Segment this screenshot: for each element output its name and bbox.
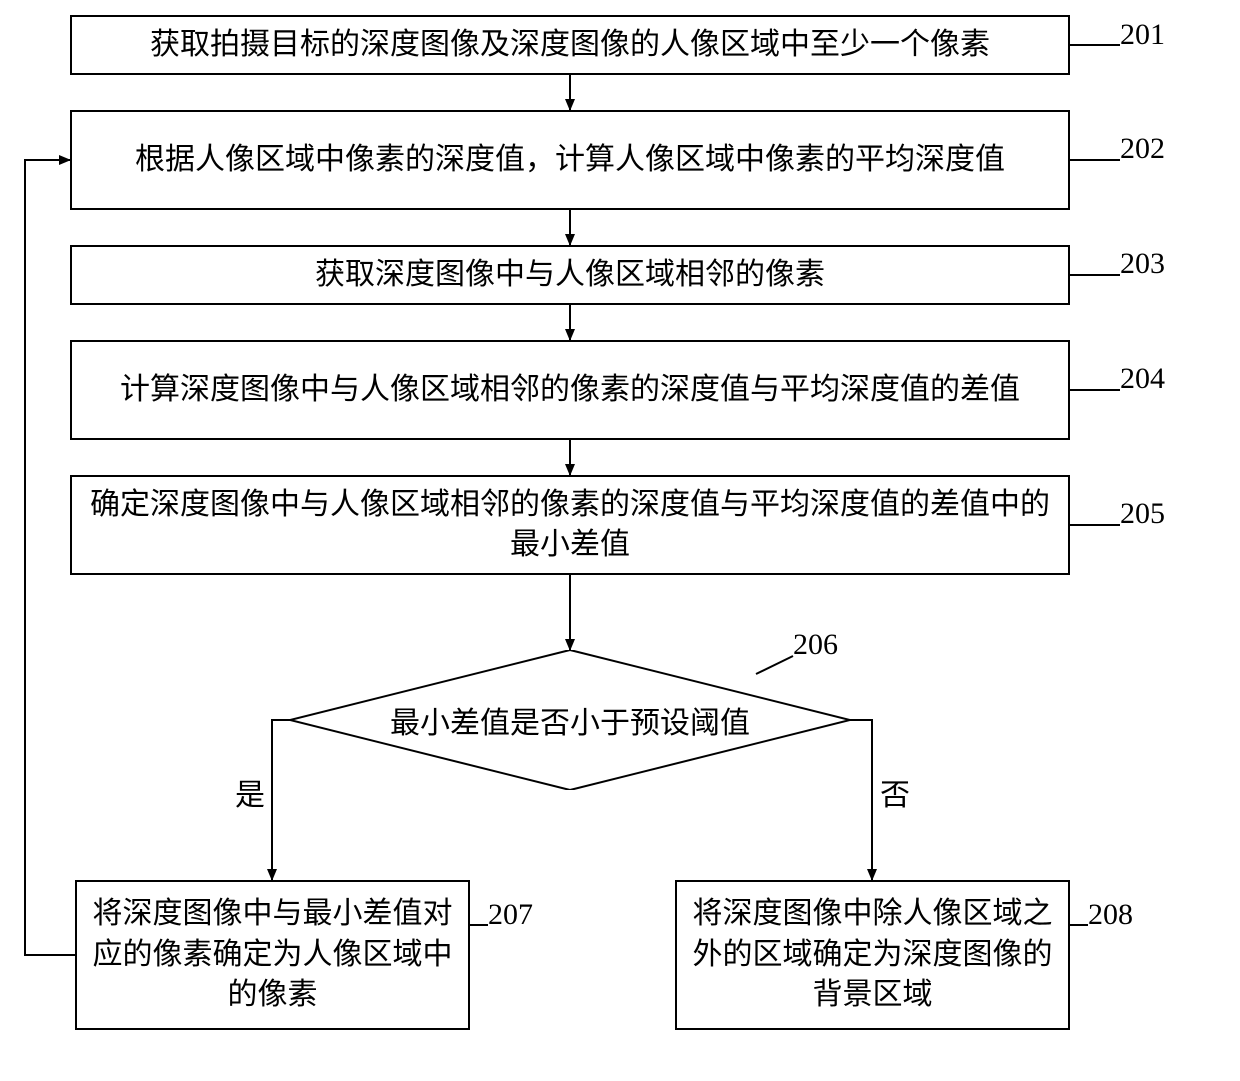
step-203-box: 获取深度图像中与人像区域相邻的像素 [70, 245, 1070, 305]
branch-yes-label: 是 [235, 770, 265, 814]
ref-202-label: 202 [1120, 132, 1165, 166]
decision-206-text: 最小差值是否小于预设阈值 [290, 650, 850, 790]
ref-207-label: 207 [488, 898, 533, 932]
ref-204-label: 204 [1120, 362, 1165, 396]
step-204-box: 计算深度图像中与人像区域相邻的像素的深度值与平均深度值的差值 [70, 340, 1070, 440]
ref-203-label: 203 [1120, 247, 1165, 281]
ref-208-label: 208 [1088, 898, 1133, 932]
step-207-box: 将深度图像中与最小差值对应的像素确定为人像区域中的像素 [75, 880, 470, 1030]
ref-201-label: 201 [1120, 18, 1165, 52]
ref-206-label: 206 [793, 628, 838, 662]
step-205-box: 确定深度图像中与人像区域相邻的像素的深度值与平均深度值的差值中的最小差值 [70, 475, 1070, 575]
ref-205-label: 205 [1120, 497, 1165, 531]
branch-no-label: 否 [880, 770, 910, 814]
step-202-box: 根据人像区域中像素的深度值，计算人像区域中像素的平均深度值 [70, 110, 1070, 210]
step-208-box: 将深度图像中除人像区域之外的区域确定为深度图像的背景区域 [675, 880, 1070, 1030]
step-201-box: 获取拍摄目标的深度图像及深度图像的人像区域中至少一个像素 [70, 15, 1070, 75]
